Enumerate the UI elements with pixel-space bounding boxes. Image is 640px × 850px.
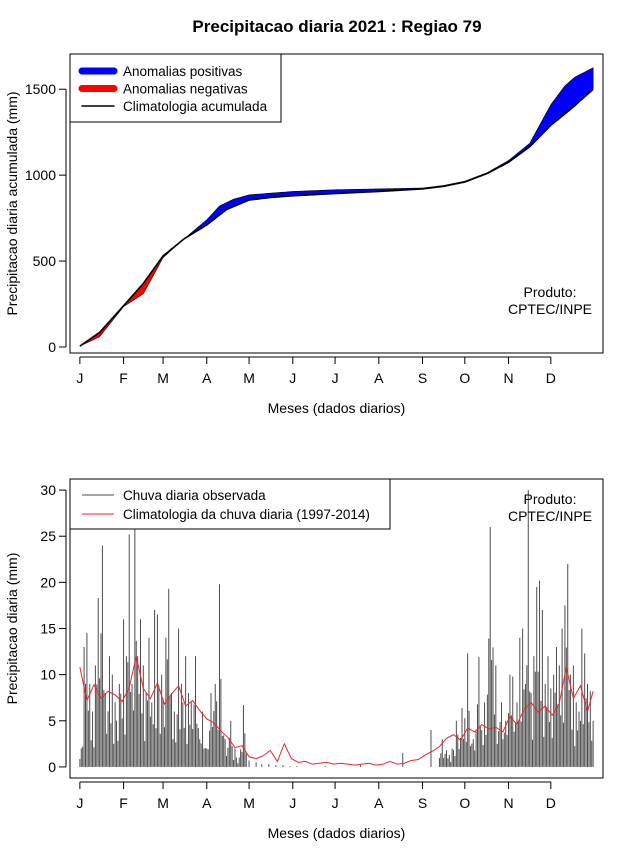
y-axis-label: Precipitacao diaria acumulada (mm): [4, 91, 20, 315]
product-label-line2: CPTEC/INPE: [508, 508, 592, 524]
x-tick-label: A: [374, 370, 384, 386]
daily-panel: 0 5 10 15 20 25 30 J F M A M J J A S O N D Meses (dados dia…: [4, 478, 604, 841]
x-tick-label: J: [332, 370, 339, 386]
product-label-line1: Produto:: [524, 491, 577, 507]
x-tick-label: M: [243, 370, 255, 386]
legend-box: [69, 478, 391, 530]
legend-label: Climatologia acumulada: [123, 99, 268, 114]
x-tick-label: M: [157, 795, 169, 811]
x-tick-label: J: [76, 370, 83, 386]
x-tick-label: D: [546, 795, 556, 811]
y-tick-label: 0: [48, 339, 56, 355]
y-tick-label: 0: [48, 759, 56, 775]
x-tick-label: F: [119, 370, 128, 386]
legend-label: Climatologia da chuva diaria (1997-2014): [123, 507, 370, 522]
y-tick-label: 30: [40, 482, 56, 498]
x-tick-label: O: [459, 370, 470, 386]
x-tick-label: D: [546, 370, 556, 386]
x-tick-label: J: [289, 370, 296, 386]
x-axis-label: Meses (dados diarios): [268, 400, 406, 416]
product-label-line1: Produto:: [524, 284, 577, 300]
y-tick-label: 10: [40, 667, 56, 683]
cumulative-panel: 0 500 1000 1500 J F M A M J J A S O N D Meses (dados dia…: [4, 53, 604, 416]
plot-frame: [69, 53, 604, 354]
x-tick-label: N: [503, 370, 513, 386]
figure-title: Precipitacao diaria 2021 : Regiao 79: [192, 17, 481, 36]
x-tick-label: A: [374, 795, 384, 811]
negative-anomaly-area: [79, 239, 184, 347]
y-tick-label: 500: [33, 253, 57, 269]
y-tick-label: 15: [40, 621, 56, 637]
y-tick-label: 1000: [25, 167, 56, 183]
x-tick-label: J: [76, 795, 83, 811]
legend-label: Anomalias negativas: [123, 82, 248, 97]
y-tick-label: 5: [48, 713, 56, 729]
legend-daily: Chuva diaria observada Climatologia da ch…: [69, 478, 391, 530]
legend-cumulative: Anomalias positivas Anomalias negativas Cl…: [69, 53, 282, 123]
x-tick-label: O: [459, 795, 470, 811]
x-tick-label: J: [332, 795, 339, 811]
climatology-daily-line: [79, 656, 594, 766]
climatology-cumulative-line: [79, 88, 594, 347]
product-label-line2: CPTEC/INPE: [508, 301, 592, 317]
x-tick-label: S: [418, 370, 427, 386]
x-tick-label: A: [202, 370, 212, 386]
x-tick-label: S: [418, 795, 427, 811]
x-tick-label: M: [157, 370, 169, 386]
x-tick-label: J: [289, 795, 296, 811]
observed-bars: [79, 490, 594, 767]
y-axis-label: Precipitacao diaria (mm): [4, 553, 20, 705]
x-tick-label: M: [243, 795, 255, 811]
x-tick-label: N: [503, 795, 513, 811]
y-tick-label: 1500: [25, 81, 56, 97]
y-tick-label: 20: [40, 574, 56, 590]
x-tick-label: A: [202, 795, 212, 811]
legend-label: Chuva diaria observada: [123, 488, 266, 503]
x-tick-label: F: [119, 795, 128, 811]
x-axis-label: Meses (dados diarios): [268, 825, 406, 841]
legend-label: Anomalias positivas: [123, 64, 243, 79]
y-tick-label: 25: [40, 528, 56, 544]
